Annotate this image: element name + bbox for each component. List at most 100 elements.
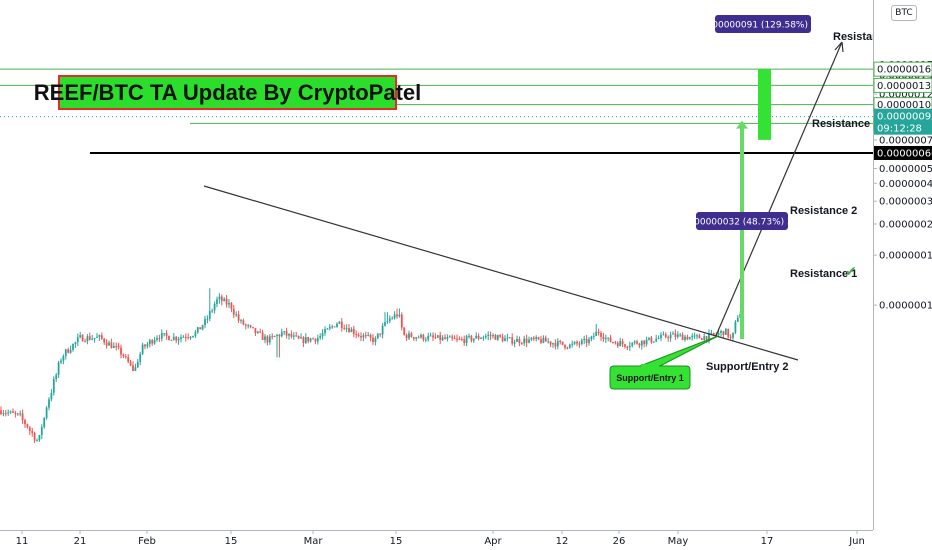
candle-down [14,412,17,414]
price-label: 0.00000133 [877,81,932,92]
chart-title: REEF/BTC TA Update By CryptoPatel [34,75,421,110]
time-axis[interactable]: 11 21 Feb 15 Mar 15 Apr 12 26 May 17 Jun [0,530,873,547]
candle-up [583,338,586,341]
candle-down [686,336,689,340]
candle-up [465,336,468,344]
candle-up [717,332,720,336]
candle-down [667,337,670,339]
x-tick-label: Mar [304,536,324,547]
measure-label-box [715,15,811,33]
candle-up [367,334,370,336]
candle-up [268,336,271,343]
candle-down [417,337,420,339]
candle-down [360,336,362,338]
candle-up [146,344,149,347]
candle-down [124,356,127,358]
candle-down [187,337,190,339]
candle-up [571,343,574,345]
candle-down [616,342,619,347]
candle-down [470,335,473,341]
candle-up [436,335,439,338]
candle-down [650,337,653,343]
candle-down [525,338,528,343]
measure-label: 0.00000032 (48.73%) 32 [686,218,799,228]
candle-up [331,326,334,328]
candle-up [408,333,410,339]
candle-down [612,342,614,344]
candle-down [333,326,336,328]
candle-up [213,303,216,311]
candle-down [722,331,725,335]
candle-up [9,411,12,413]
candle-up [43,417,46,427]
candle-down [458,338,461,340]
candle-down [511,337,514,344]
candle-down [624,344,626,347]
candle-up [496,335,499,340]
candle-up [192,335,194,337]
candle-down [290,333,293,337]
candle-up [580,340,583,344]
candle-down [84,341,86,343]
projection-line [714,41,843,339]
candle-down [232,308,235,315]
candle-up [530,337,533,340]
candle-down [585,338,588,343]
candle-up [316,338,319,342]
candle-up [38,435,41,441]
candle-up [336,323,338,327]
candle-down [297,336,300,339]
candle-down [81,335,84,342]
candle-down [0,410,2,414]
candle-down [400,314,403,328]
candle-down [621,341,624,345]
checkmark-icon: ✔ [845,264,857,280]
candle-up [652,341,655,343]
candle-down [537,337,540,340]
candle-up [64,349,67,357]
candle-down [120,347,122,355]
candle-up [693,335,696,337]
candle-up [475,335,478,339]
candle-up [542,337,545,343]
x-tick-label: Apr [484,536,502,547]
candle-down [602,336,605,339]
candle-up [7,412,10,414]
candle-up [160,333,163,339]
candle-down [698,335,701,339]
candle-down [259,331,262,333]
candle-up [235,314,238,316]
candle-down [566,347,569,349]
candle-up [91,338,94,340]
candle-down [559,340,562,342]
candle-up [492,335,494,337]
x-tick-label: Jun [848,536,865,547]
candle-up [338,321,341,324]
candle-down [403,327,406,335]
candle-up [420,334,422,338]
candle-down [103,338,106,343]
candle-up [79,335,82,338]
candle-down [638,343,641,346]
x-tick-label: Feb [138,536,156,547]
candle-up [216,299,218,304]
x-tick-label: 15 [390,536,403,547]
candle-down [705,336,708,340]
currency-badge[interactable]: BTC [891,5,917,21]
candle-down [609,337,612,343]
candle-up [669,334,672,339]
candle-up [328,326,331,329]
candle-down [518,338,521,344]
candle-up [112,346,115,348]
candle-down [463,339,466,344]
candle-down [129,361,132,366]
candle-up [280,332,283,337]
candle-up [573,341,576,344]
measure-label: 0.00000091 (129.58%) 91 [704,21,823,31]
candle-up [381,325,384,335]
candle-up [384,322,386,326]
candle-down [312,338,314,340]
